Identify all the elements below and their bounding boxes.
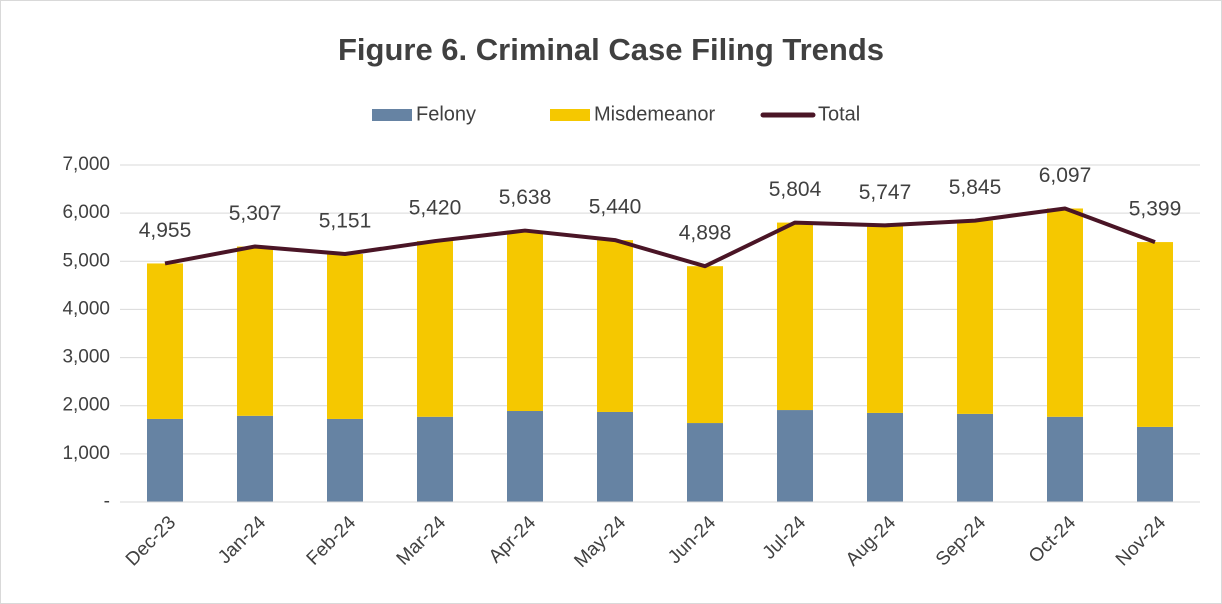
data-label: 5,638 xyxy=(499,186,552,209)
bar-segment xyxy=(597,240,633,412)
data-label: 4,898 xyxy=(679,222,732,245)
bar-segment xyxy=(327,418,363,502)
bar-segment xyxy=(147,263,183,419)
data-label: 6,097 xyxy=(1039,164,1092,187)
data-label: 5,307 xyxy=(229,202,282,225)
bar-segment xyxy=(777,410,813,502)
data-label: 4,955 xyxy=(139,219,192,242)
bar-segment xyxy=(777,222,813,411)
bar-segment xyxy=(327,254,363,419)
bar-segment xyxy=(1047,208,1083,417)
total-line xyxy=(164,206,1156,269)
bar-segment xyxy=(1047,416,1083,502)
data-label: 5,845 xyxy=(949,176,1002,199)
bar-segment xyxy=(507,230,543,412)
y-tick-label: 3,000 xyxy=(62,347,110,368)
data-label: 5,399 xyxy=(1129,198,1182,221)
legend-label: Total xyxy=(818,103,860,125)
data-label: 5,747 xyxy=(859,181,912,204)
bar-segment xyxy=(237,246,273,416)
bar-segment xyxy=(147,418,183,502)
bar-segment xyxy=(417,416,453,502)
y-tick-label: 7,000 xyxy=(62,154,110,175)
legend-swatch xyxy=(550,109,590,121)
data-label: 5,420 xyxy=(409,197,462,220)
bar-segment xyxy=(597,411,633,502)
chart-title: Figure 6. Criminal Case Filing Trends xyxy=(338,32,884,67)
bar-segment xyxy=(957,220,993,414)
y-tick-label: 2,000 xyxy=(62,395,110,416)
y-tick-label: 4,000 xyxy=(62,298,110,319)
bar-segment xyxy=(1137,426,1173,502)
y-tick-label: - xyxy=(104,491,110,512)
bar-segment xyxy=(687,423,723,502)
bar-segment xyxy=(507,411,543,502)
bar-segment xyxy=(417,241,453,417)
bar-segment xyxy=(237,415,273,502)
bar-segment xyxy=(687,266,723,424)
legend-swatch xyxy=(372,109,412,121)
data-label: 5,440 xyxy=(589,196,642,219)
legend-label: Felony xyxy=(416,103,476,125)
bar-segment xyxy=(867,225,903,413)
data-label: 5,804 xyxy=(769,178,822,201)
bar-segment xyxy=(1137,242,1173,427)
data-label: 5,151 xyxy=(319,210,372,233)
bar-segment xyxy=(957,413,993,502)
legend-label: Misdemeanor xyxy=(594,103,716,125)
y-tick-label: 1,000 xyxy=(62,443,110,464)
y-tick-label: 6,000 xyxy=(62,202,110,223)
y-tick-label: 5,000 xyxy=(62,250,110,271)
bar-segment xyxy=(867,412,903,502)
